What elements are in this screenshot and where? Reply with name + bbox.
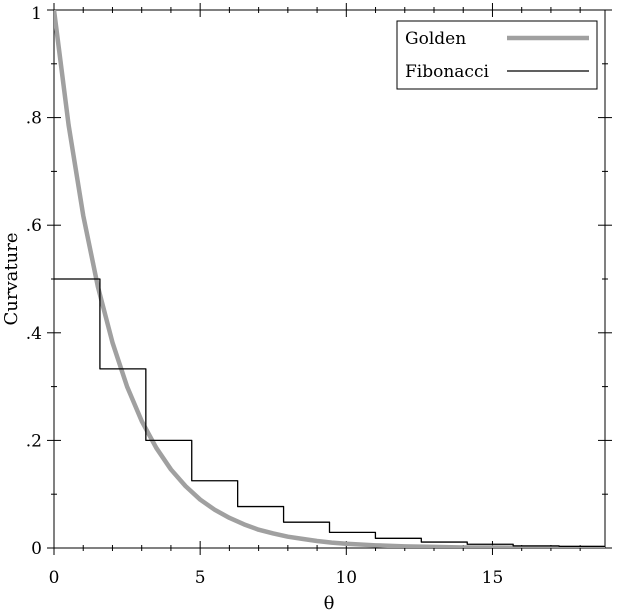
y-tick-label: .6 — [26, 216, 42, 236]
x-axis-label: θ — [324, 593, 335, 613]
y-tick-label: 0 — [31, 539, 42, 559]
legend-label-golden: Golden — [405, 29, 466, 49]
series-line-fibonacci — [54, 278, 605, 548]
y-axis-label: Curvature — [1, 233, 22, 326]
series-line-golden — [54, 10, 605, 548]
legend: Golden Fibonacci — [396, 20, 598, 90]
y-tick-label: .4 — [26, 324, 42, 344]
legend-box — [396, 20, 598, 90]
data-series — [54, 10, 605, 548]
y-tick-label: 1 — [31, 4, 42, 24]
x-tick-label: 0 — [49, 568, 60, 588]
y-tick-label: .8 — [26, 109, 42, 129]
legend-label-fibonacci: Fibonacci — [405, 62, 489, 82]
x-tick-label: 10 — [335, 568, 357, 588]
plot-border — [53, 9, 606, 549]
x-tick-label: 15 — [482, 568, 504, 588]
y-tick-label: .2 — [26, 431, 42, 451]
x-tick-label: 5 — [195, 568, 206, 588]
plot-frame — [53, 9, 606, 549]
axis-ticks: 0 5 10 15 0 .2 .4 .6 .8 1 — [26, 3, 612, 588]
